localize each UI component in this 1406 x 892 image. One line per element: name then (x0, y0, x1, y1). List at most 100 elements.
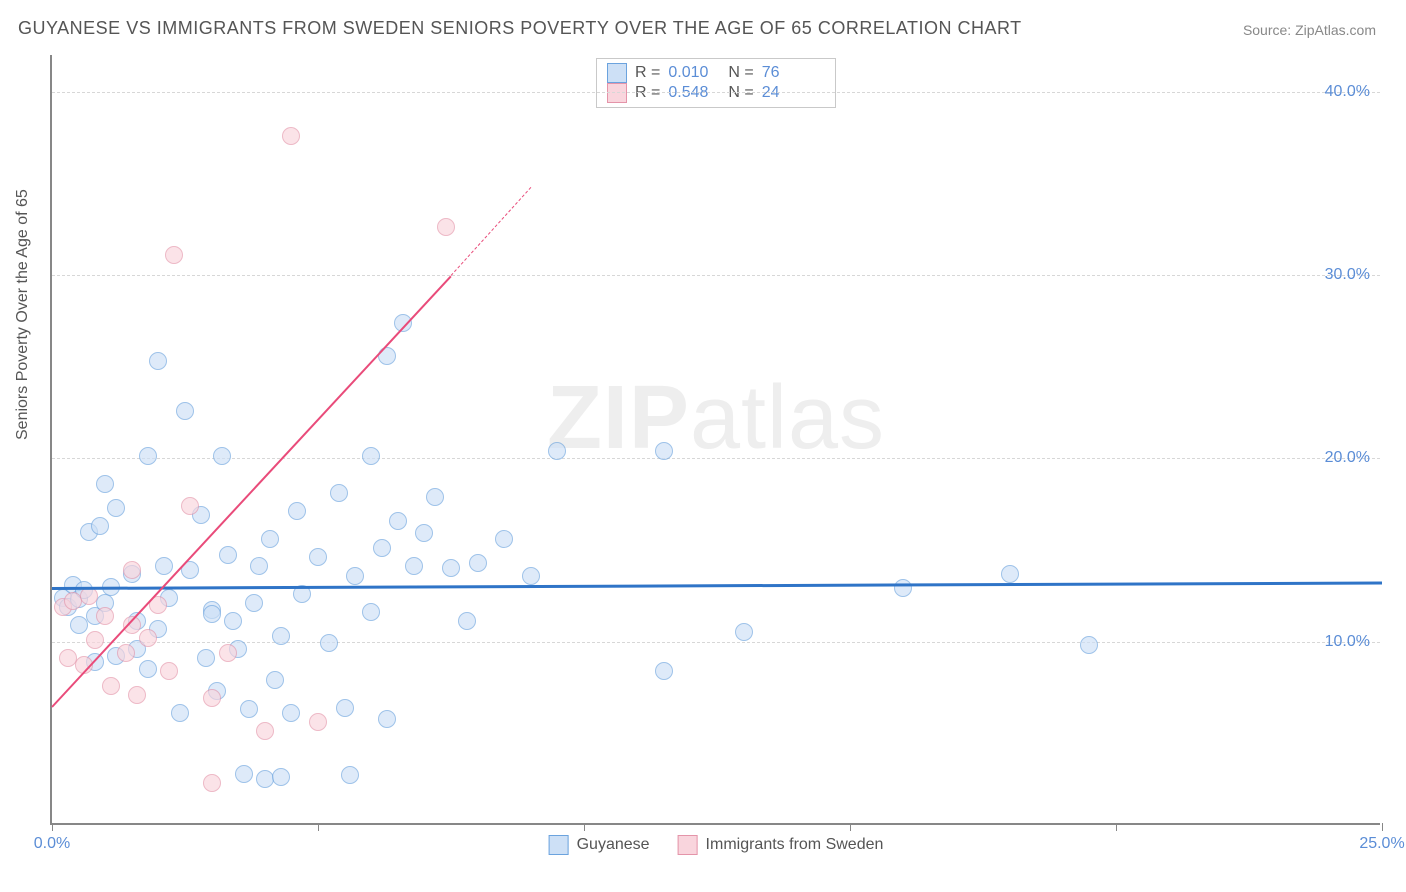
data-point (245, 594, 263, 612)
swatch-guyanese-icon (607, 63, 627, 83)
data-point (107, 499, 125, 517)
legend-label-2: Immigrants from Sweden (706, 836, 884, 854)
y-tick-label: 20.0% (1325, 449, 1370, 467)
data-point (149, 352, 167, 370)
data-point (102, 677, 120, 695)
gridline (52, 458, 1380, 459)
data-point (139, 660, 157, 678)
gridline (52, 275, 1380, 276)
x-tick-label: 0.0% (34, 835, 70, 853)
data-point (426, 488, 444, 506)
data-point (117, 644, 135, 662)
data-point (91, 517, 109, 535)
series-legend: Guyanese Immigrants from Sweden (549, 835, 884, 855)
data-point (282, 127, 300, 145)
x-tick (318, 823, 319, 831)
data-point (469, 554, 487, 572)
data-point (155, 557, 173, 575)
data-point (320, 634, 338, 652)
correlation-legend: R = 0.010 N = 76 R = 0.548 N = 24 (596, 58, 836, 108)
legend-label-1: Guyanese (577, 836, 650, 854)
x-tick-label: 25.0% (1359, 835, 1404, 853)
data-point (288, 502, 306, 520)
data-point (309, 548, 327, 566)
data-point (272, 627, 290, 645)
data-point (224, 612, 242, 630)
data-point (235, 765, 253, 783)
r-value-2: 0.548 (668, 84, 708, 102)
n-value-1: 76 (762, 64, 780, 82)
x-tick (850, 823, 851, 831)
y-tick-label: 10.0% (1325, 633, 1370, 651)
watermark: ZIPatlas (547, 367, 885, 470)
data-point (330, 484, 348, 502)
data-point (171, 704, 189, 722)
swatch-sweden-icon (607, 83, 627, 103)
data-point (442, 559, 460, 577)
data-point (250, 557, 268, 575)
r-label: R = (635, 84, 660, 102)
data-point (96, 607, 114, 625)
data-point (219, 644, 237, 662)
legend-series-2: R = 0.548 N = 24 (607, 83, 825, 103)
data-point (261, 530, 279, 548)
data-point (309, 713, 327, 731)
gridline (52, 642, 1380, 643)
swatch-guyanese-icon (549, 835, 569, 855)
data-point (373, 539, 391, 557)
data-point (219, 546, 237, 564)
data-point (128, 686, 146, 704)
x-tick (1116, 823, 1117, 831)
data-point (346, 567, 364, 585)
data-point (181, 497, 199, 515)
data-point (389, 512, 407, 530)
data-point (655, 662, 673, 680)
data-point (240, 700, 258, 718)
plot-area: ZIPatlas R = 0.010 N = 76 R = 0.548 N = … (50, 55, 1380, 825)
data-point (197, 649, 215, 667)
data-point (86, 631, 104, 649)
data-point (894, 579, 912, 597)
data-point (655, 442, 673, 460)
data-point (213, 447, 231, 465)
n-label: N = (728, 84, 753, 102)
chart-title: GUYANESE VS IMMIGRANTS FROM SWEDEN SENIO… (18, 18, 1022, 39)
data-point (160, 662, 178, 680)
data-point (176, 402, 194, 420)
x-tick (1382, 823, 1383, 831)
data-point (362, 603, 380, 621)
x-tick (584, 823, 585, 831)
y-tick-label: 30.0% (1325, 266, 1370, 284)
data-point (203, 689, 221, 707)
data-point (548, 442, 566, 460)
data-point (203, 605, 221, 623)
x-tick (52, 823, 53, 831)
n-value-2: 24 (762, 84, 780, 102)
gridline (52, 92, 1380, 93)
data-point (165, 246, 183, 264)
data-point (139, 447, 157, 465)
data-point (378, 710, 396, 728)
data-point (139, 629, 157, 647)
y-axis-label: Seniors Poverty Over the Age of 65 (14, 189, 32, 440)
legend-item-guyanese: Guyanese (549, 835, 650, 855)
data-point (282, 704, 300, 722)
data-point (336, 699, 354, 717)
data-point (415, 524, 433, 542)
n-label: N = (728, 64, 753, 82)
watermark-light: atlas (690, 368, 885, 468)
data-point (266, 671, 284, 689)
data-point (1001, 565, 1019, 583)
legend-item-sweden: Immigrants from Sweden (678, 835, 884, 855)
data-point (272, 768, 290, 786)
data-point (203, 774, 221, 792)
r-value-1: 0.010 (668, 64, 708, 82)
data-point (362, 447, 380, 465)
data-point (735, 623, 753, 641)
y-tick-label: 40.0% (1325, 83, 1370, 101)
data-point (522, 567, 540, 585)
trend-line (451, 187, 532, 276)
source-attribution: Source: ZipAtlas.com (1243, 22, 1376, 38)
data-point (495, 530, 513, 548)
data-point (458, 612, 476, 630)
